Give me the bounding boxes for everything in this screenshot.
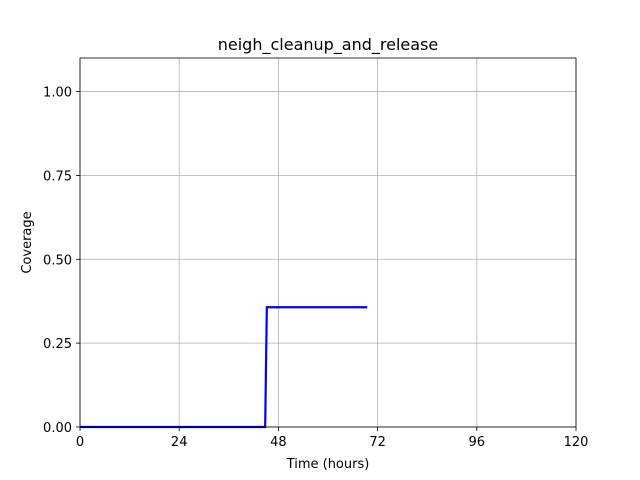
x-axis: 0 24 48 72 96 120 [76, 427, 589, 450]
x-tick-label: 24 [171, 435, 188, 450]
y-tick-label: 0.50 [43, 253, 72, 268]
y-tick-label: 0.25 [43, 337, 72, 352]
y-tick-label: 1.00 [43, 86, 72, 101]
y-axis-label: Coverage [20, 211, 35, 273]
y-axis: 0.00 0.25 0.50 0.75 1.00 [43, 86, 80, 436]
x-tick-label: 120 [564, 435, 589, 450]
plot-frame [79, 57, 577, 428]
x-tick-label: 0 [76, 435, 84, 450]
y-tick-label: 0.75 [43, 169, 72, 184]
x-tick-label: 48 [270, 435, 287, 450]
x-axis-label: Time (hours) [286, 457, 370, 472]
x-tick-label: 72 [369, 435, 386, 450]
y-tick-label: 0.00 [43, 421, 72, 436]
x-tick-label: 96 [469, 435, 486, 450]
chart-title: neigh_cleanup_and_release [218, 35, 439, 55]
